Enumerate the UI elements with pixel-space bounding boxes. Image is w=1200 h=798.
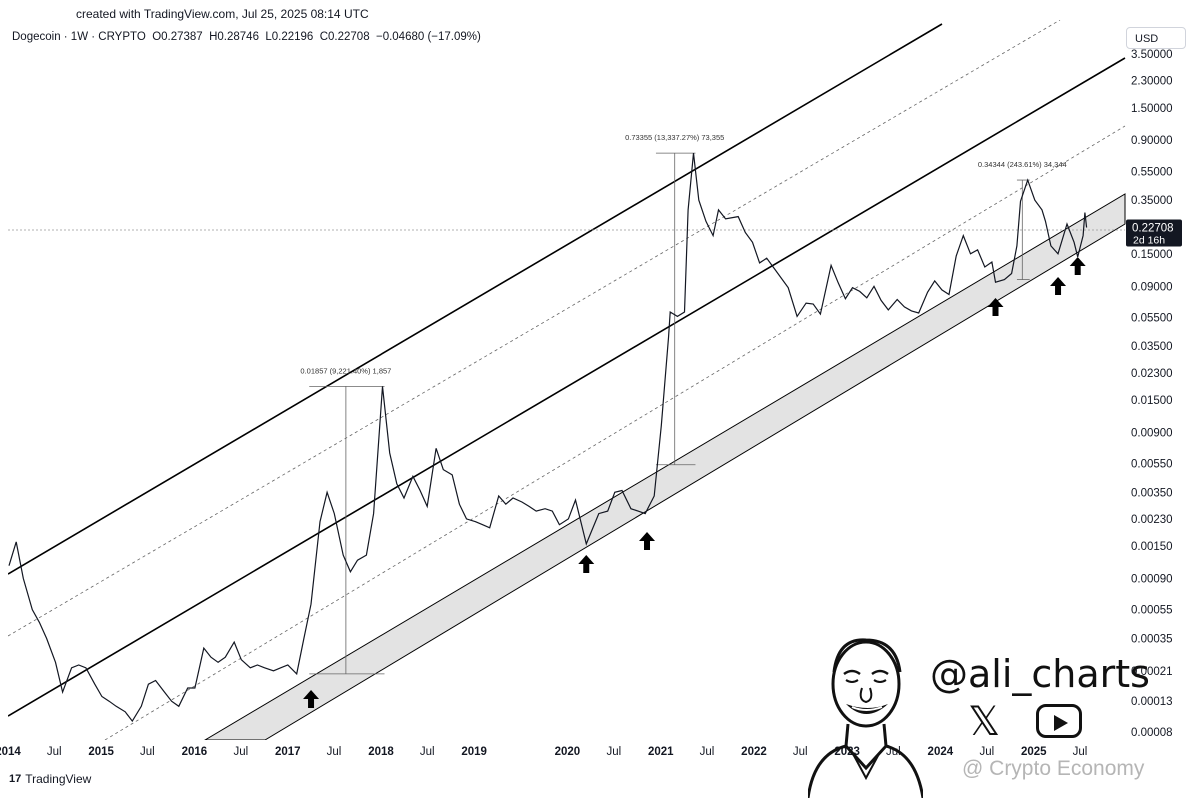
price-tick-label: 0.00090	[1131, 573, 1173, 585]
last-price-value: 0.22708	[1132, 223, 1174, 235]
time-tick-label: Jul	[233, 746, 248, 758]
symbol-legend: Dogecoin · 1W · CRYPTO O0.27387 H0.28746…	[12, 31, 481, 43]
channel-upper-dotted-line	[8, 20, 1061, 637]
price-series-line	[8, 153, 1088, 723]
chart-credit: created with TradingView.com, Jul 25, 20…	[76, 7, 369, 21]
support-arrow-icon	[987, 298, 1004, 316]
open-value: O0.27387	[152, 31, 203, 43]
time-tick-label: 2025	[1021, 746, 1047, 758]
last-price-box	[1126, 219, 1182, 247]
time-tick-label: 2022	[741, 746, 767, 758]
time-tick-label: Jul	[700, 746, 715, 758]
support-band	[204, 193, 1126, 740]
price-tick-label: 0.00350	[1131, 487, 1173, 499]
price-tick-label: 0.09000	[1131, 281, 1173, 293]
time-tick-label: Jul	[979, 746, 994, 758]
author-avatar-illustration	[808, 638, 923, 798]
time-tick-label: 2019	[461, 746, 487, 758]
price-tick-label: 0.03500	[1131, 341, 1173, 353]
price-tick-label: 0.01500	[1131, 395, 1173, 407]
tradingview-logo[interactable]: 17 TradingView	[9, 772, 91, 786]
support-arrows	[303, 257, 1086, 708]
change-value: −0.04680 (−17.09%)	[375, 31, 481, 43]
time-tick-label: 2016	[182, 746, 208, 758]
price-tick-label: 0.00021	[1131, 666, 1173, 678]
price-tick-label: 3.50000	[1131, 49, 1173, 61]
measure-annotations: 0.01857 (9,221.40%) 1,857 0.73355 (13,337…	[300, 133, 1067, 675]
time-tick-label: Jul	[606, 746, 621, 758]
time-tick-label: Jul	[420, 746, 435, 758]
time-tick-label: Jul	[140, 746, 155, 758]
price-tick-label: 0.00013	[1131, 696, 1173, 708]
price-tick-label: 0.00035	[1131, 633, 1173, 645]
time-tick-label: Jul	[793, 746, 808, 758]
channel-lower-dotted-line	[104, 125, 1126, 740]
low-value: L0.22196	[265, 31, 314, 43]
time-tick-label: 2020	[555, 746, 581, 758]
price-tick-label: 0.02300	[1131, 368, 1173, 380]
time-tick-label: Jul	[1073, 746, 1088, 758]
price-axis[interactable]: 3.50000 2.30000 1.50000 0.90000 0.55000 0.350…	[1131, 49, 1173, 739]
price-tick-label: 0.00150	[1131, 541, 1173, 553]
last-price-countdown: 2d 16h	[1133, 235, 1165, 247]
site-watermark: @ Crypto Economy	[962, 757, 1145, 780]
symbol-name: Dogecoin · 1W · CRYPTO	[12, 31, 146, 43]
channel-upper-line	[8, 23, 943, 575]
author-handle: @ali_charts	[930, 652, 1150, 696]
currency-button[interactable]: USD	[1126, 27, 1186, 49]
tradingview-logo-icon: 17	[9, 773, 22, 785]
time-tick-label: 2015	[88, 746, 114, 758]
time-tick-label: 2024	[928, 746, 954, 758]
price-tick-label: 0.00055	[1131, 605, 1173, 617]
time-tick-label: Jul	[47, 746, 62, 758]
time-tick-label: 2017	[275, 746, 301, 758]
tradingview-logo-text: TradingView	[25, 772, 92, 786]
price-tick-label: 0.55000	[1131, 166, 1173, 178]
price-tick-label: 0.35000	[1131, 195, 1173, 207]
time-tick-label: Jul	[327, 746, 342, 758]
youtube-play-icon[interactable]	[1036, 704, 1082, 738]
time-tick-label: 2014	[0, 746, 21, 758]
price-tick-label: 1.50000	[1131, 103, 1173, 115]
price-tick-label: 0.00550	[1131, 459, 1173, 471]
support-arrow-icon	[1069, 257, 1086, 275]
price-tick-label: 0.00900	[1131, 427, 1173, 439]
support-arrow-icon	[303, 690, 320, 708]
support-arrow-icon	[639, 532, 656, 550]
support-arrow-icon	[578, 555, 595, 573]
measure-label: 0.01857 (9,221.40%) 1,857	[300, 366, 391, 375]
measure-label: 0.34344 (243.61%) 34,344	[978, 160, 1067, 169]
price-tick-label: 0.90000	[1131, 135, 1173, 147]
time-tick-label: 2018	[368, 746, 394, 758]
price-tick-label: 0.15000	[1131, 249, 1173, 261]
time-tick-label: 2021	[648, 746, 674, 758]
price-tick-label: 2.30000	[1131, 76, 1173, 88]
measure-label: 0.73355 (13,337.27%) 73,355	[625, 133, 724, 142]
support-arrow-icon	[1050, 277, 1067, 295]
channel-middle-line	[8, 57, 1126, 717]
price-tick-label: 0.00230	[1131, 514, 1173, 526]
time-axis[interactable]: 2014 Jul 2015 Jul 2016 Jul 2017 Jul 2018 Jul 2019 2…	[0, 746, 1087, 758]
close-value: C0.22708	[319, 31, 370, 43]
high-value: H0.28746	[209, 31, 259, 43]
x-logo-icon[interactable]: 𝕏	[968, 699, 1001, 745]
price-tick-label: 0.05500	[1131, 313, 1173, 325]
price-tick-label: 0.00008	[1131, 727, 1173, 739]
